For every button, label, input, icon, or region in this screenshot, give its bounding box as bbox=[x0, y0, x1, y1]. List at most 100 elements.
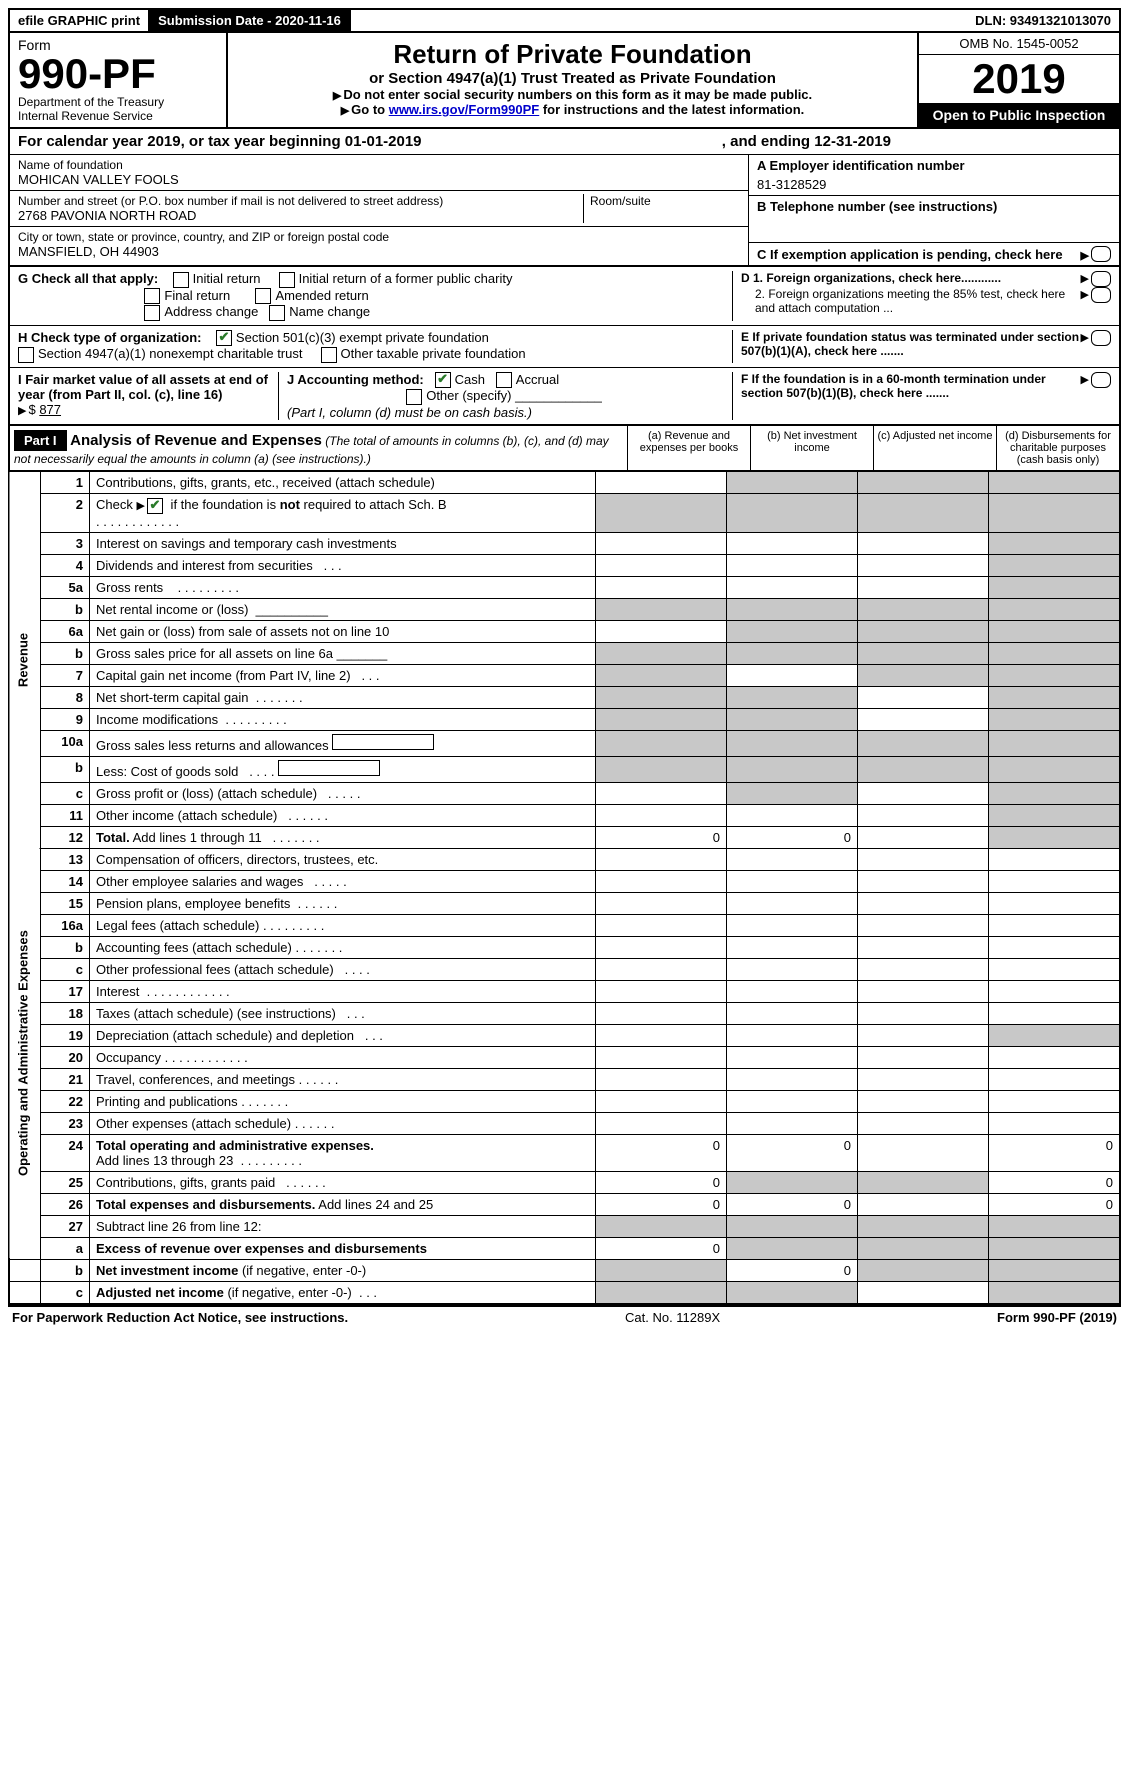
cb-amended[interactable] bbox=[255, 288, 271, 304]
row-4: 4Dividends and interest from securities … bbox=[9, 554, 1120, 576]
calendar-year-row: For calendar year 2019, or tax year begi… bbox=[8, 129, 1121, 155]
revenue-side: Revenue bbox=[9, 472, 41, 848]
row-19: 19Depreciation (attach schedule) and dep… bbox=[9, 1024, 1120, 1046]
room-label: Room/suite bbox=[583, 194, 740, 223]
cb-other-method[interactable] bbox=[406, 389, 422, 405]
id-left: Name of foundation MOHICAN VALLEY FOOLS … bbox=[10, 155, 748, 265]
top-bar: efile GRAPHIC print Submission Date - 20… bbox=[8, 8, 1121, 33]
col-d-header: (d) Disbursements for charitable purpose… bbox=[996, 426, 1119, 470]
street-label: Number and street (or P.O. box number if… bbox=[18, 194, 583, 208]
cb-e[interactable] bbox=[1091, 330, 1111, 346]
submission-date: Submission Date - 2020-11-16 bbox=[150, 10, 351, 31]
row-9: 9Income modifications . . . . . . . . . bbox=[9, 708, 1120, 730]
phone-block: B Telephone number (see instructions) bbox=[749, 196, 1119, 243]
g-checks: G Check all that apply: Initial return I… bbox=[18, 271, 732, 321]
cb-final[interactable] bbox=[144, 288, 160, 304]
part1-grid: Revenue 1Contributions, gifts, grants, e… bbox=[8, 472, 1121, 1305]
omb-number: OMB No. 1545-0052 bbox=[919, 33, 1119, 55]
row-21: 21Travel, conferences, and meetings . . … bbox=[9, 1068, 1120, 1090]
exemption-pending: C If exemption application is pending, c… bbox=[749, 243, 1119, 265]
foundation-name-block: Name of foundation MOHICAN VALLEY FOOLS bbox=[10, 155, 748, 191]
row-10a: 10aGross sales less returns and allowanc… bbox=[9, 730, 1120, 756]
row-16a: 16aLegal fees (attach schedule) . . . . … bbox=[9, 914, 1120, 936]
row-6b: bGross sales price for all assets on lin… bbox=[9, 642, 1120, 664]
ein-label: A Employer identification number bbox=[757, 158, 1111, 173]
cb-501c3[interactable]: ✔ bbox=[216, 330, 232, 346]
cb-other-taxable[interactable] bbox=[321, 347, 337, 363]
header-right: OMB No. 1545-0052 2019 Open to Public In… bbox=[917, 33, 1119, 127]
row-20: 20Occupancy . . . . . . . . . . . . bbox=[9, 1046, 1120, 1068]
cb-initial[interactable] bbox=[173, 272, 189, 288]
open-public: Open to Public Inspection bbox=[919, 103, 1119, 127]
form-header: Form 990-PF Department of the Treasury I… bbox=[8, 33, 1121, 129]
cb-f[interactable] bbox=[1091, 372, 1111, 388]
header-center: Return of Private Foundation or Section … bbox=[228, 33, 917, 127]
form-title: Return of Private Foundation bbox=[234, 39, 911, 70]
col-a-header: (a) Revenue and expenses per books bbox=[627, 426, 750, 470]
row-27: 27Subtract line 26 from line 12: bbox=[9, 1215, 1120, 1237]
row-1: Revenue 1Contributions, gifts, grants, e… bbox=[9, 472, 1120, 494]
cb-address[interactable] bbox=[144, 305, 160, 321]
row-25: 25Contributions, gifts, grants paid . . … bbox=[9, 1171, 1120, 1193]
irs: Internal Revenue Service bbox=[18, 109, 218, 123]
street-block: Number and street (or P.O. box number if… bbox=[10, 191, 748, 227]
row-6a: 6aNet gain or (loss) from sale of assets… bbox=[9, 620, 1120, 642]
row-27b: bNet investment income (if negative, ent… bbox=[9, 1259, 1120, 1281]
tax-year: 2019 bbox=[919, 55, 1119, 103]
row-3: 3Interest on savings and temporary cash … bbox=[9, 532, 1120, 554]
col-c-header: (c) Adjusted net income bbox=[873, 426, 996, 470]
c-checkbox[interactable] bbox=[1091, 246, 1111, 262]
part1-header: Part I Analysis of Revenue and Expenses … bbox=[8, 426, 1121, 472]
row-16b: bAccounting fees (attach schedule) . . .… bbox=[9, 936, 1120, 958]
row-14: 14Other employee salaries and wages . . … bbox=[9, 870, 1120, 892]
footer: For Paperwork Reduction Act Notice, see … bbox=[8, 1305, 1121, 1328]
form-ref: Form 990-PF (2019) bbox=[997, 1310, 1117, 1325]
expenses-side: Operating and Administrative Expenses bbox=[9, 848, 41, 1259]
cb-name-change[interactable] bbox=[269, 305, 285, 321]
cb-d1[interactable] bbox=[1091, 271, 1111, 287]
phone-label: B Telephone number (see instructions) bbox=[757, 199, 997, 214]
col-b-header: (b) Net investment income bbox=[750, 426, 873, 470]
row-10b: bLess: Cost of goods sold . . . . bbox=[9, 756, 1120, 782]
row-7: 7Capital gain net income (from Part IV, … bbox=[9, 664, 1120, 686]
row-2: 2Check ✔ if the foundation is not requir… bbox=[9, 493, 1120, 532]
identification-section: Name of foundation MOHICAN VALLEY FOOLS … bbox=[8, 155, 1121, 267]
cat-no: Cat. No. 11289X bbox=[625, 1310, 720, 1325]
ij-checks: I Fair market value of all assets at end… bbox=[18, 372, 732, 420]
cal-begin: For calendar year 2019, or tax year begi… bbox=[18, 133, 422, 150]
row-22: 22Printing and publications . . . . . . … bbox=[9, 1090, 1120, 1112]
row-27c: cAdjusted net income (if negative, enter… bbox=[9, 1281, 1120, 1304]
part1-label: Part I bbox=[14, 430, 67, 451]
cb-accrual[interactable] bbox=[496, 372, 512, 388]
part1-desc: Part I Analysis of Revenue and Expenses … bbox=[10, 426, 627, 470]
cb-4947[interactable] bbox=[18, 347, 34, 363]
dept-treasury: Department of the Treasury bbox=[18, 95, 218, 109]
cb-schb[interactable]: ✔ bbox=[147, 498, 163, 514]
city-label: City or town, state or province, country… bbox=[18, 230, 740, 244]
row-5b: bNet rental income or (loss) __________ bbox=[9, 598, 1120, 620]
row-13: Operating and Administrative Expenses 13… bbox=[9, 848, 1120, 870]
cb-d2[interactable] bbox=[1091, 287, 1111, 303]
h-checks: H Check type of organization: ✔Section 5… bbox=[18, 330, 732, 363]
d-checks: D 1. Foreign organizations, check here..… bbox=[732, 271, 1111, 321]
h-row: H Check type of organization: ✔Section 5… bbox=[8, 326, 1121, 368]
name-label: Name of foundation bbox=[18, 158, 740, 172]
f-check: F If the foundation is in a 60-month ter… bbox=[732, 372, 1111, 420]
row-12: 12Total. Add lines 1 through 11 . . . . … bbox=[9, 826, 1120, 848]
fmv-value: 877 bbox=[39, 402, 61, 417]
ij-row: I Fair market value of all assets at end… bbox=[8, 368, 1121, 426]
irs-link[interactable]: www.irs.gov/Form990PF bbox=[389, 102, 540, 117]
header-left: Form 990-PF Department of the Treasury I… bbox=[10, 33, 228, 127]
cb-cash[interactable]: ✔ bbox=[435, 372, 451, 388]
row-18: 18Taxes (attach schedule) (see instructi… bbox=[9, 1002, 1120, 1024]
id-right: A Employer identification number 81-3128… bbox=[748, 155, 1119, 265]
row-23: 23Other expenses (attach schedule) . . .… bbox=[9, 1112, 1120, 1134]
row-10c: cGross profit or (loss) (attach schedule… bbox=[9, 782, 1120, 804]
cb-initial-former[interactable] bbox=[279, 272, 295, 288]
e-check: E If private foundation status was termi… bbox=[732, 330, 1111, 363]
row-16c: cOther professional fees (attach schedul… bbox=[9, 958, 1120, 980]
g-row: G Check all that apply: Initial return I… bbox=[8, 267, 1121, 326]
efile-label: efile GRAPHIC print bbox=[10, 10, 150, 31]
row-27a: aExcess of revenue over expenses and dis… bbox=[9, 1237, 1120, 1259]
city-block: City or town, state or province, country… bbox=[10, 227, 748, 262]
